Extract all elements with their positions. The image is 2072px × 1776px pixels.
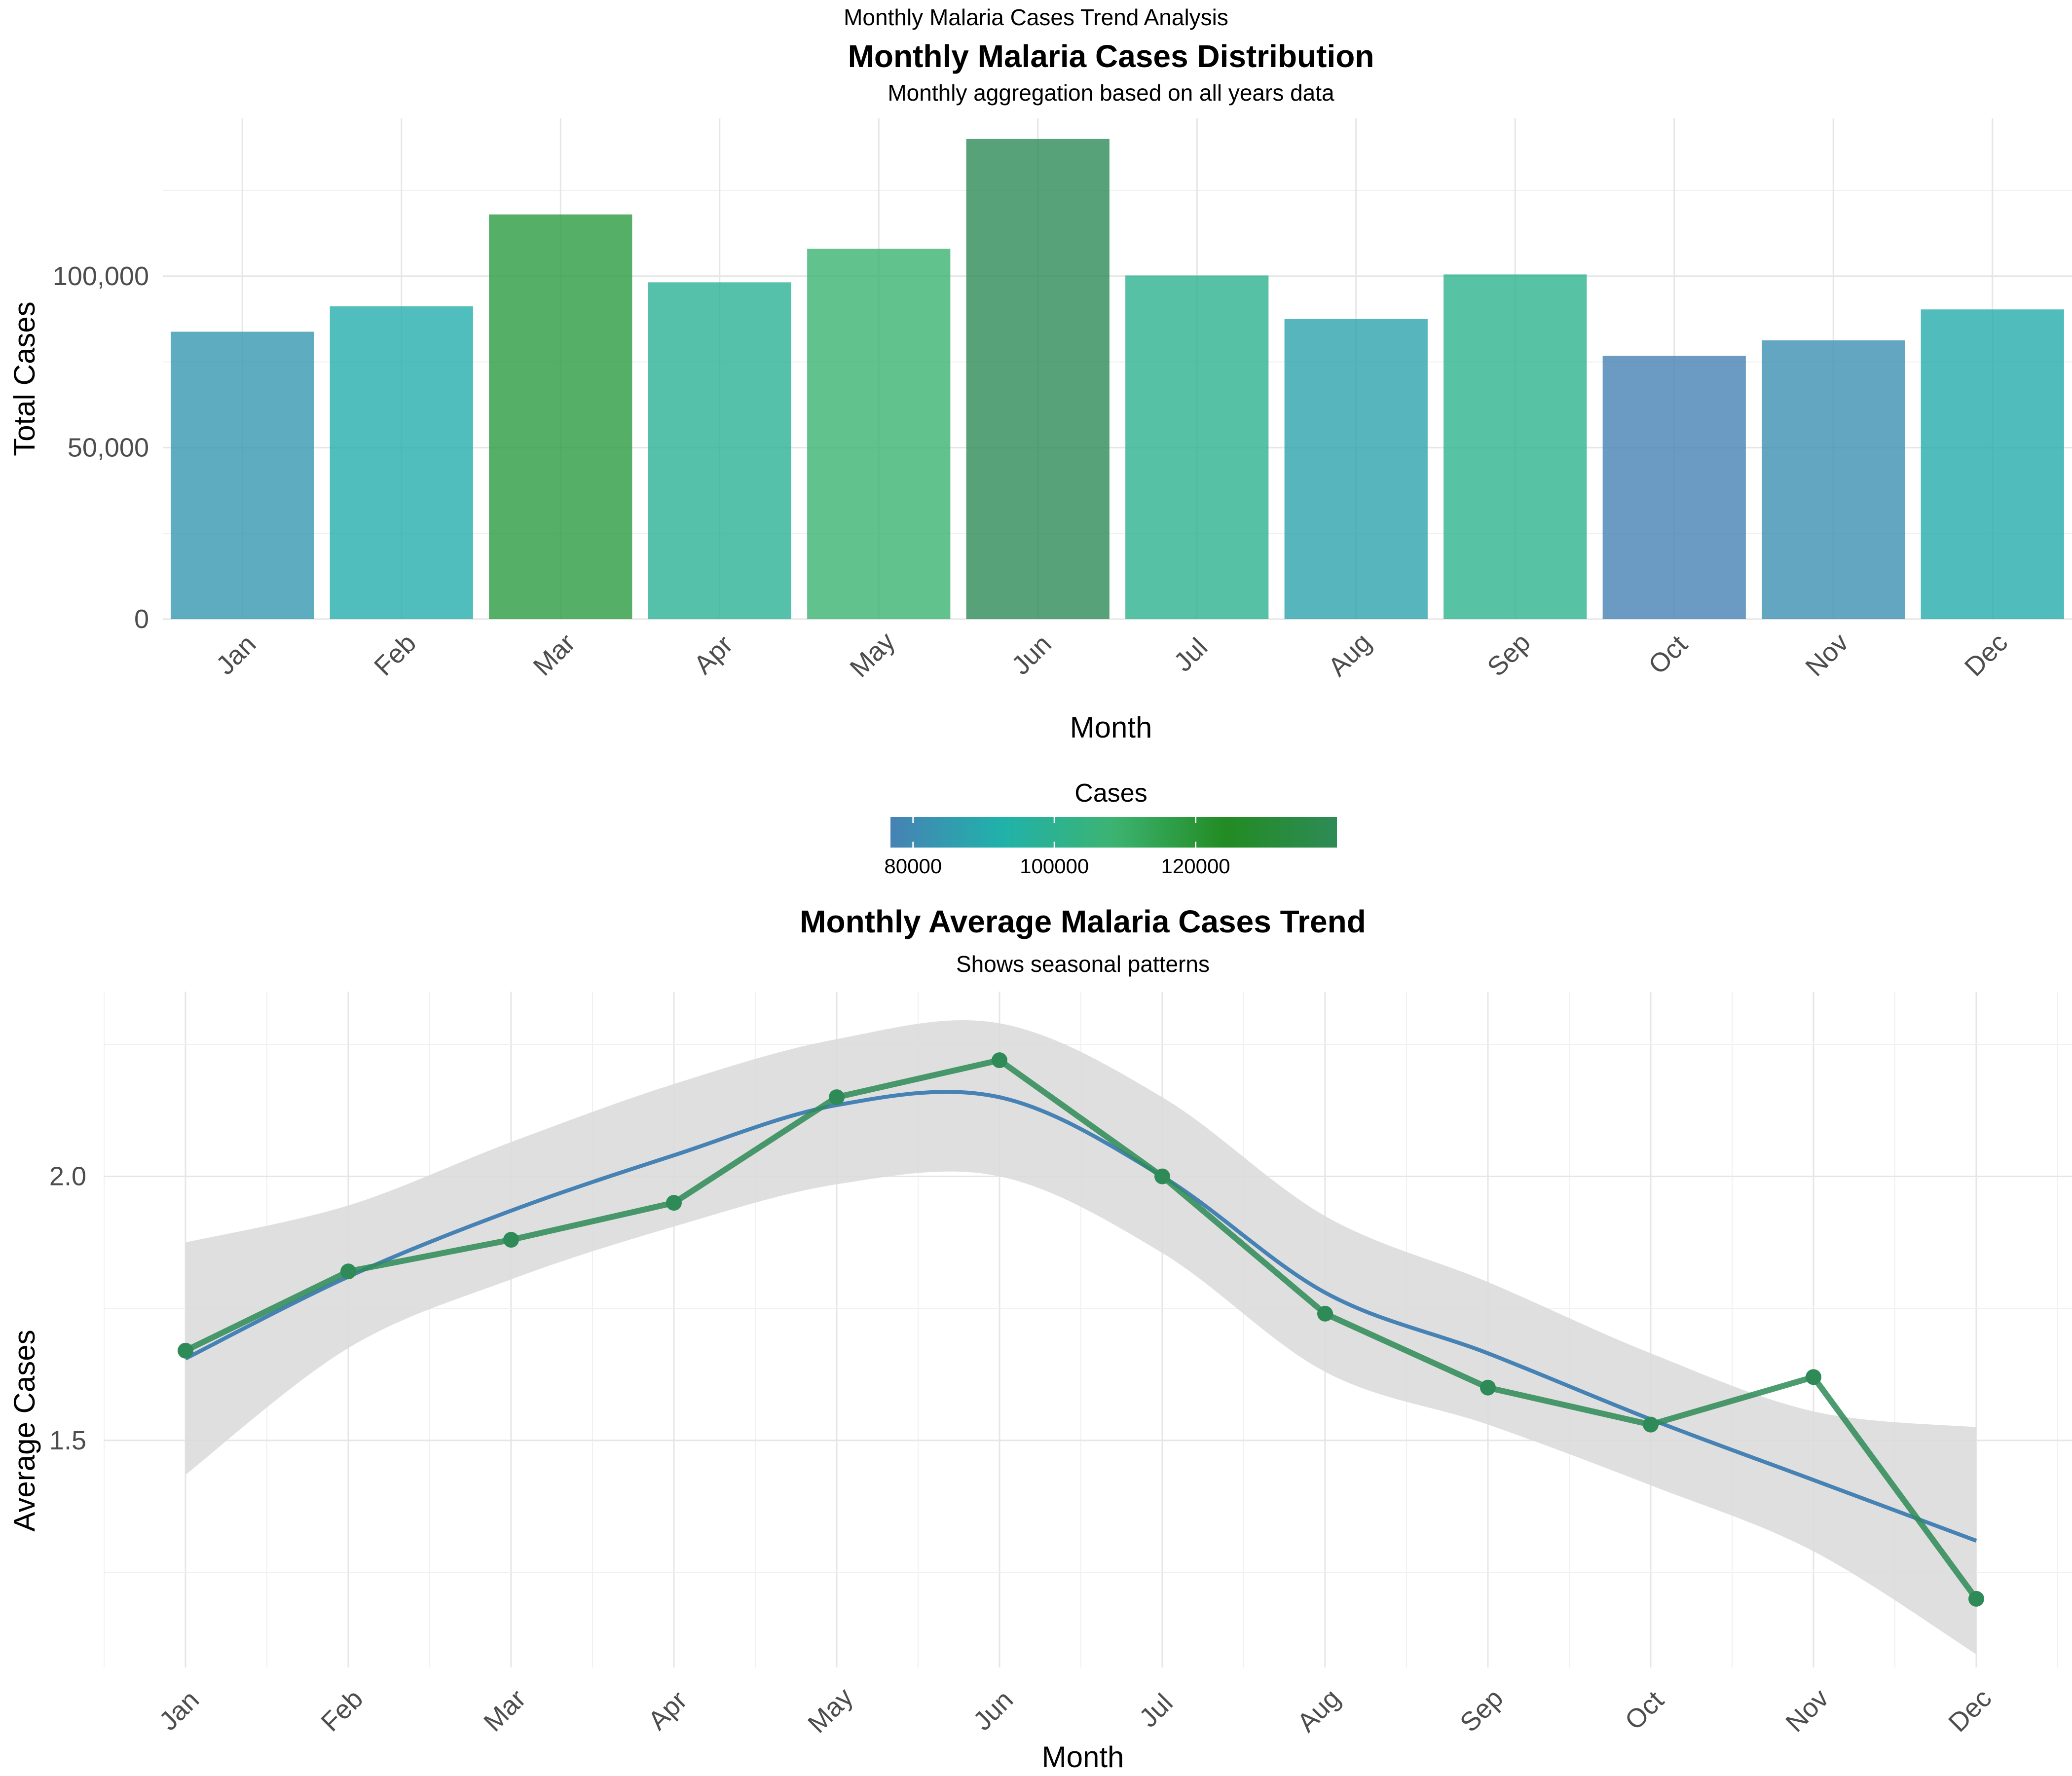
x-tick-label: Mar [478,1684,531,1737]
x-tick-label: Jul [1134,1688,1179,1733]
colorbar-tick-label: 100000 [1020,854,1089,878]
line-chart-title: Monthly Average Malaria Cases Trend [800,904,1366,939]
x-tick-label: Dec [1943,1683,1997,1738]
y-tick-label: 0 [134,604,149,634]
y-tick-label: 2.0 [49,1162,86,1191]
bar-jan [171,332,314,619]
colorbar-legend: Cases 80000 100000 120000 [884,779,1337,878]
x-tick-label: Oct [1619,1685,1669,1736]
x-tick-label: May [802,1682,859,1739]
x-tick-label: Aug [1292,1683,1346,1738]
x-tick-label: Jun [1006,629,1057,680]
bar-feb [330,306,473,619]
point-oct [1643,1416,1659,1433]
colorbar [890,817,1337,848]
point-dec [1968,1591,1984,1607]
bar-nov [1762,340,1905,619]
page-title: Monthly Malaria Cases Trend Analysis [844,4,1228,30]
point-nov [1806,1369,1821,1385]
x-tick-label: Sep [1481,628,1536,682]
line-chart: Monthly Average Malaria Cases Trend Show… [8,904,2072,1774]
x-tick-label: Jun [967,1685,1019,1736]
point-jul [1154,1168,1170,1184]
bar-chart: Monthly Malaria Cases Distribution Month… [8,38,2072,878]
colorbar-tick-label: 80000 [884,854,942,878]
line-chart-subtitle: Shows seasonal patterns [956,951,1210,977]
x-tick-label: Sep [1454,1683,1509,1738]
point-jun [992,1052,1007,1069]
point-feb [340,1263,356,1280]
point-jan [178,1342,193,1359]
bar-chart-y-axis-label: Total Cases [8,301,41,456]
point-may [829,1089,845,1106]
x-tick-label: Oct [1643,629,1693,680]
legend-title: Cases [1074,779,1147,808]
bar-chart-title: Monthly Malaria Cases Distribution [848,38,1374,74]
bar-may [807,249,951,619]
bar-jul [1125,275,1269,619]
point-aug [1317,1305,1333,1322]
bar-chart-x-axis-label: Month [1070,711,1152,744]
bar-jun [966,139,1110,619]
x-tick-label: May [844,627,901,683]
point-mar [503,1232,519,1248]
trend-line [185,1090,1977,1543]
x-tick-label: Jul [1168,632,1213,677]
bar-dec [1921,309,2064,619]
bar-sep [1443,274,1587,619]
bar-chart-subtitle: Monthly aggregation based on all years d… [888,80,1334,106]
point-apr [666,1195,682,1211]
bar-oct [1602,356,1746,619]
x-tick-label: Feb [315,1684,369,1737]
point-sep [1480,1379,1496,1396]
y-tick-label: 50,000 [68,433,149,462]
bar-mar [489,214,632,619]
y-tick-label: 1.5 [49,1426,86,1455]
confidence-band [185,1020,1976,1655]
x-tick-label: Apr [642,1685,693,1736]
line-chart-y-axis-label: Average Cases [8,1330,41,1531]
line-chart-x-axis-label: Month [1042,1740,1124,1774]
x-tick-label: Apr [688,629,739,680]
x-tick-label: Nov [1780,1683,1834,1738]
observed-line [184,1057,1979,1601]
bar-aug [1284,319,1428,619]
x-tick-label: Nov [1800,628,1854,682]
x-tick-label: Dec [1959,628,2013,682]
x-tick-label: Mar [527,628,581,681]
x-tick-label: Feb [369,628,422,681]
colorbar-tick-label: 120000 [1161,854,1230,878]
x-tick-label: Aug [1323,628,1377,682]
x-tick-label: Jan [211,629,262,680]
x-tick-label: Jan [153,1685,205,1736]
y-tick-label: 100,000 [53,261,149,291]
bar-apr [648,282,791,619]
